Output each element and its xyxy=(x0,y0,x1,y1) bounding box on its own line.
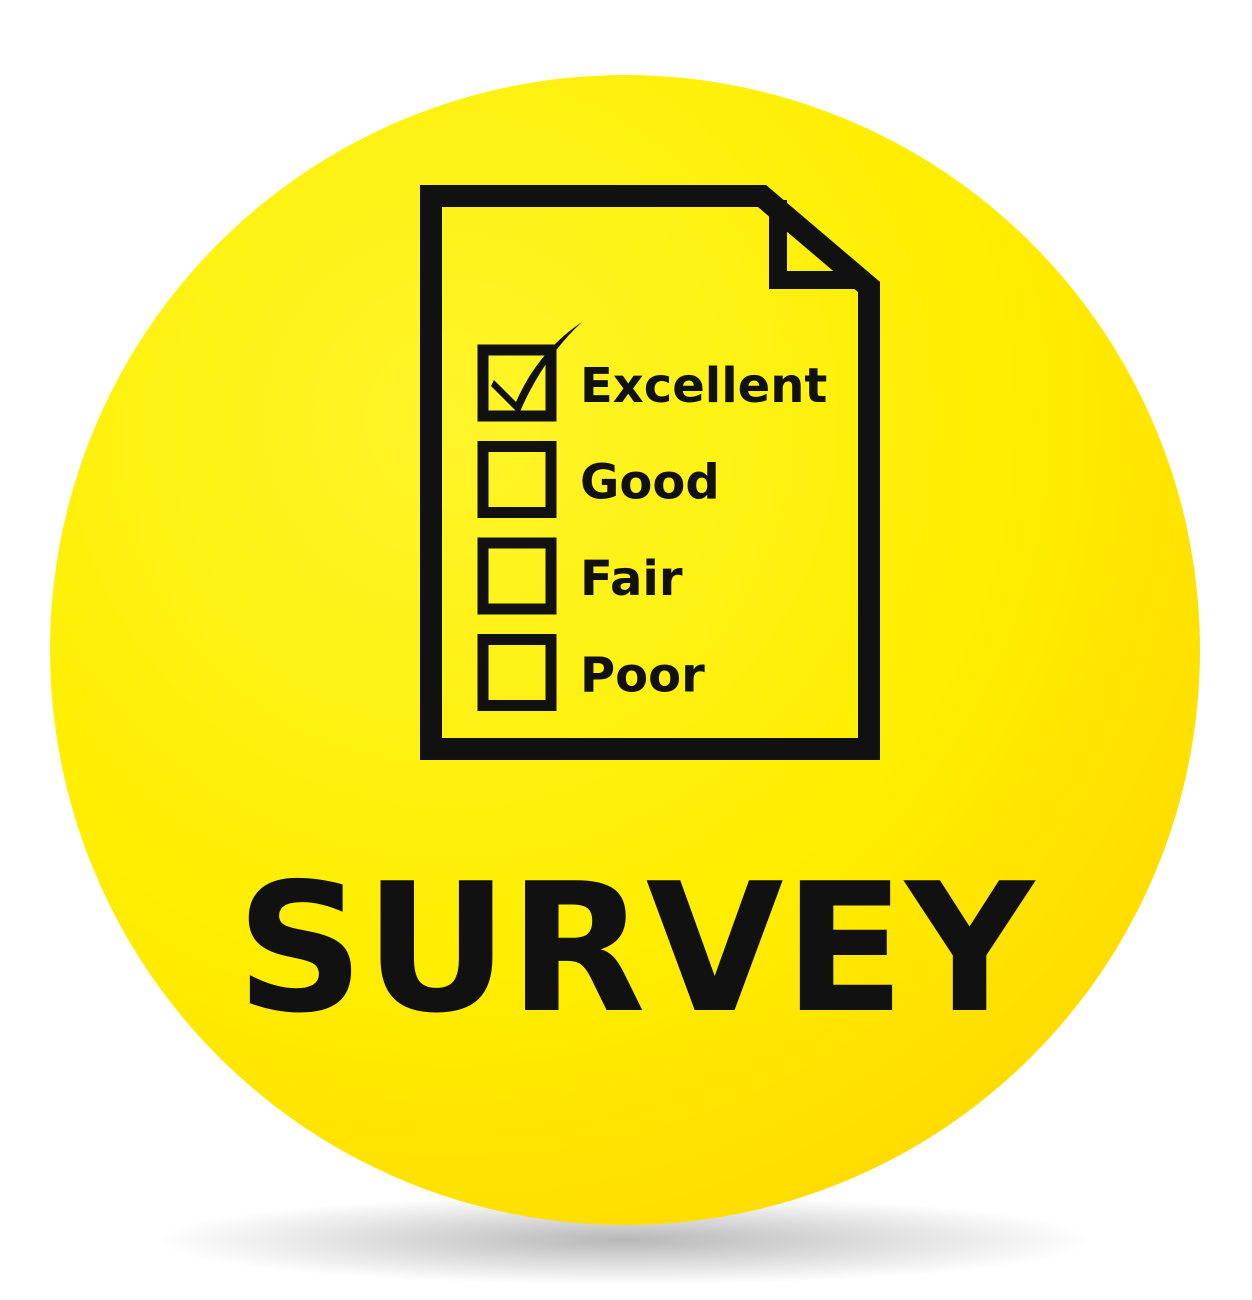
checkbox xyxy=(477,634,557,711)
option-label: Good xyxy=(580,455,720,511)
document-icon xyxy=(420,185,880,760)
checkmark xyxy=(491,322,582,414)
document-outline xyxy=(420,185,880,760)
checkbox xyxy=(477,537,557,615)
option-label: Excellent xyxy=(580,358,827,414)
option-label: Poor xyxy=(580,648,705,704)
shadow xyxy=(155,1195,1095,1285)
title: SURVEY xyxy=(236,845,1036,1052)
options: Excellent Good Fair Poor xyxy=(477,322,827,711)
checkbox xyxy=(477,441,557,518)
option-label: Fair xyxy=(580,551,683,607)
checkbox xyxy=(477,344,557,422)
document-fold xyxy=(769,200,865,289)
button-circle[interactable] xyxy=(50,75,1200,1225)
